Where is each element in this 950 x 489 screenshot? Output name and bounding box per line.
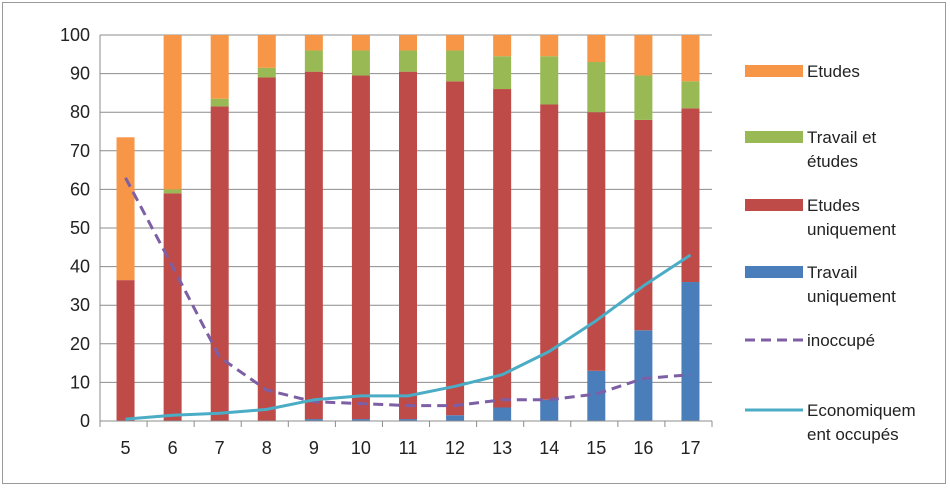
bar-travail-et-tudes-16 xyxy=(634,75,653,120)
bar-travail-uniquement-10 xyxy=(351,419,370,421)
legend-item-travail-uniquement: Travail uniquement xyxy=(745,263,896,306)
bar-etudes-uniquement-5 xyxy=(116,280,135,421)
bar-etudes-uniquement-12 xyxy=(446,81,465,416)
x-tick-label-15: 15 xyxy=(586,438,606,458)
x-tick-label-7: 7 xyxy=(215,438,225,458)
y-tick-label-20: 20 xyxy=(70,334,90,354)
bar-etudes-uniquement-13 xyxy=(493,89,512,408)
x-tick-label-8: 8 xyxy=(262,438,272,458)
x-tick-label-5: 5 xyxy=(121,438,131,458)
y-tick-label-50: 50 xyxy=(70,218,90,238)
bar-etudes-uniquement-14 xyxy=(540,104,559,400)
y-tick-label-70: 70 xyxy=(70,141,90,161)
x-tick-label-13: 13 xyxy=(492,438,512,458)
legend-label-travail-et-tudes-line2: études xyxy=(807,152,858,171)
y-tick-label-40: 40 xyxy=(70,257,90,277)
y-tick-label-30: 30 xyxy=(70,295,90,315)
y-tick-label-80: 80 xyxy=(70,102,90,122)
bar-etudes-14 xyxy=(540,35,559,57)
bar-etudes-9 xyxy=(304,35,323,51)
bar-etudes-5 xyxy=(116,137,135,281)
bar-etudes-17 xyxy=(681,35,700,82)
x-tick-label-10: 10 xyxy=(351,438,371,458)
bar-etudes-uniquement-9 xyxy=(304,71,323,420)
legend-label-travail-uniquement-line2: uniquement xyxy=(807,287,896,306)
bar-etudes-11 xyxy=(399,35,417,51)
line-economiquement-occup-s xyxy=(125,253,692,421)
bar-travail-uniquement-16 xyxy=(634,330,653,421)
legend-item-etudes: Etudes xyxy=(745,62,860,81)
legend-item-etudes-uniquement: Etudes uniquement xyxy=(745,196,896,239)
y-tick-label-60: 60 xyxy=(70,179,90,199)
legend-label-travail-uniquement: Travail xyxy=(807,263,857,282)
bar-travail-uniquement-15 xyxy=(587,370,606,421)
bar-travail-et-tudes-14 xyxy=(540,56,559,105)
legend-label-inoccup-: inoccupé xyxy=(807,331,875,350)
legend-swatch-travail-uniquement xyxy=(745,266,803,278)
bar-etudes-uniquement-8 xyxy=(257,77,276,422)
bar-travail-et-tudes-17 xyxy=(681,81,700,109)
y-tick-label-90: 90 xyxy=(70,64,90,84)
bar-travail-et-tudes-7 xyxy=(210,98,229,107)
bar-travail-uniquement-11 xyxy=(399,419,417,421)
bar-etudes-12 xyxy=(446,35,465,51)
legend-item-inoccup-: inoccupé xyxy=(745,331,875,350)
bar-travail-et-tudes-10 xyxy=(351,50,370,76)
legend-swatch-etudes-uniquement xyxy=(745,199,803,211)
bar-etudes-uniquement-16 xyxy=(634,119,653,331)
y-tick-label-100: 100 xyxy=(60,25,90,45)
bar-etudes-uniquement-11 xyxy=(399,71,417,420)
bar-travail-uniquement-12 xyxy=(446,415,465,421)
bar-etudes-10 xyxy=(351,35,370,51)
x-tick-label-11: 11 xyxy=(399,438,418,458)
bar-travail-et-tudes-11 xyxy=(399,50,417,72)
bar-etudes-uniquement-7 xyxy=(210,106,229,421)
bar-travail-uniquement-17 xyxy=(681,282,700,421)
legend-swatch-travail-et-tudes xyxy=(745,131,803,143)
x-tick-label-14: 14 xyxy=(539,438,559,458)
legend-label-etudes-uniquement-line2: uniquement xyxy=(807,220,896,239)
x-tick-label-12: 12 xyxy=(445,438,465,458)
line-inoccup- xyxy=(124,177,691,408)
bar-etudes-8 xyxy=(257,35,276,68)
line-series xyxy=(124,177,692,421)
bar-etudes-7 xyxy=(210,35,229,99)
bar-etudes-16 xyxy=(634,35,653,76)
x-tick-label-16: 16 xyxy=(633,438,653,458)
bar-etudes-15 xyxy=(587,35,606,63)
x-tick-label-9: 9 xyxy=(309,438,319,458)
legend-swatch-etudes xyxy=(745,65,803,77)
legend-label-etudes-uniquement: Etudes xyxy=(807,196,860,215)
bar-etudes-6 xyxy=(163,35,182,190)
legend-label-economiquem-ent-occup-s-line2: ent occupés xyxy=(807,425,899,444)
bar-travail-et-tudes-6 xyxy=(163,189,182,194)
x-tick-label-6: 6 xyxy=(168,438,178,458)
bar-etudes-uniquement-17 xyxy=(681,108,700,283)
bar-travail-et-tudes-12 xyxy=(446,50,465,82)
y-tick-label-0: 0 xyxy=(80,411,90,431)
bar-travail-et-tudes-13 xyxy=(493,56,512,90)
legend-label-economiquem-ent-occup-s: Economiquem xyxy=(807,401,916,420)
bar-travail-et-tudes-15 xyxy=(587,62,606,113)
bar-travail-uniquement-13 xyxy=(493,407,512,421)
bar-travail-et-tudes-9 xyxy=(304,50,323,72)
bar-etudes-uniquement-6 xyxy=(163,193,182,421)
legend-label-travail-et-tudes: Travail et xyxy=(807,128,877,147)
bar-etudes-uniquement-10 xyxy=(351,75,370,420)
bar-travail-uniquement-9 xyxy=(304,419,323,421)
bar-travail-et-tudes-8 xyxy=(257,67,276,78)
legend-item-travail-et-tudes: Travail et études xyxy=(745,128,877,171)
legend-item-economiquem-ent-occup-s: Economiquem ent occupés xyxy=(745,401,916,444)
legend-label-etudes: Etudes xyxy=(807,62,860,81)
bar-series xyxy=(116,35,700,422)
x-tick-label-17: 17 xyxy=(680,438,700,458)
y-tick-label-10: 10 xyxy=(70,372,90,392)
bar-travail-uniquement-14 xyxy=(540,399,559,421)
bar-etudes-13 xyxy=(493,35,512,57)
bar-etudes-uniquement-15 xyxy=(587,112,606,371)
axes: 0 10 20 30 40 50 60 70 80 90 100 5 6 7 8 9 10 11 12 13 14 15 1… xyxy=(60,25,713,458)
